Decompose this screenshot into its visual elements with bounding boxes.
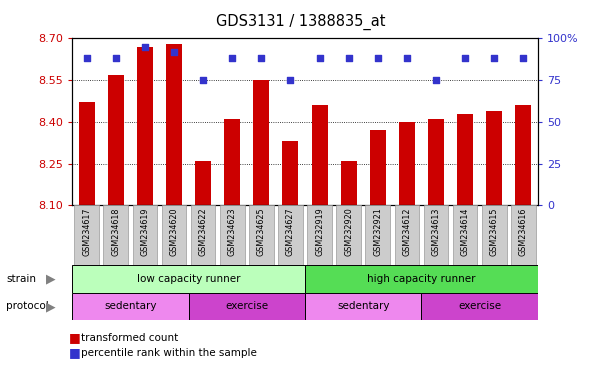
Text: GSM234614: GSM234614 — [460, 207, 469, 256]
Text: GSM234625: GSM234625 — [257, 207, 266, 256]
Point — [519, 55, 528, 61]
Point — [257, 55, 266, 61]
Text: exercise: exercise — [225, 301, 269, 311]
Text: percentile rank within the sample: percentile rank within the sample — [81, 348, 257, 358]
Point — [373, 55, 383, 61]
Bar — [305, 265, 538, 293]
Point — [315, 55, 325, 61]
Text: ▶: ▶ — [46, 272, 56, 285]
Text: GSM232920: GSM232920 — [344, 207, 353, 256]
Point — [344, 55, 353, 61]
Point — [82, 55, 91, 61]
Bar — [341, 161, 356, 205]
Bar — [72, 293, 189, 320]
Bar — [224, 119, 240, 205]
Text: GSM234623: GSM234623 — [228, 207, 237, 256]
Bar — [511, 205, 535, 265]
Text: transformed count: transformed count — [81, 333, 178, 343]
Bar — [189, 293, 305, 320]
Point — [111, 55, 121, 61]
Text: strain: strain — [6, 274, 36, 284]
Bar — [428, 119, 444, 205]
Bar — [307, 205, 332, 265]
Point — [169, 49, 179, 55]
Bar — [482, 205, 507, 265]
Point — [140, 44, 150, 50]
Text: GSM234618: GSM234618 — [111, 207, 120, 256]
Text: ▶: ▶ — [46, 300, 56, 313]
Bar — [195, 161, 211, 205]
Bar — [137, 47, 153, 205]
Bar — [220, 205, 245, 265]
Bar — [365, 205, 390, 265]
Bar — [278, 205, 303, 265]
Bar — [133, 205, 157, 265]
Bar — [394, 205, 419, 265]
Text: ■: ■ — [69, 331, 81, 344]
Bar — [75, 205, 99, 265]
Bar — [370, 130, 386, 205]
Bar — [108, 74, 124, 205]
Bar — [457, 114, 473, 205]
Point — [460, 55, 470, 61]
Text: GSM234617: GSM234617 — [82, 207, 91, 256]
Text: GSM234615: GSM234615 — [490, 207, 499, 256]
Text: GSM232919: GSM232919 — [315, 207, 324, 256]
Text: GSM234627: GSM234627 — [286, 207, 295, 256]
Point — [285, 77, 295, 83]
Bar — [337, 205, 361, 265]
Bar — [421, 293, 538, 320]
Bar — [166, 44, 182, 205]
Bar — [305, 293, 421, 320]
Bar — [515, 105, 531, 205]
Text: sedentary: sedentary — [104, 301, 157, 311]
Text: GSM232921: GSM232921 — [373, 207, 382, 256]
Bar — [191, 205, 216, 265]
Text: GSM234616: GSM234616 — [519, 207, 528, 256]
Bar — [424, 205, 448, 265]
Text: low capacity runner: low capacity runner — [137, 274, 240, 284]
Point — [402, 55, 412, 61]
Bar — [254, 80, 269, 205]
Text: ■: ■ — [69, 346, 81, 359]
Text: high capacity runner: high capacity runner — [367, 274, 476, 284]
Bar — [311, 105, 328, 205]
Bar — [103, 205, 128, 265]
Bar — [453, 205, 477, 265]
Text: protocol: protocol — [6, 301, 49, 311]
Text: GSM234620: GSM234620 — [169, 207, 178, 256]
Bar — [162, 205, 186, 265]
Text: GSM234612: GSM234612 — [403, 207, 412, 256]
Text: GSM234622: GSM234622 — [198, 207, 207, 256]
Bar — [249, 205, 273, 265]
Text: sedentary: sedentary — [337, 301, 389, 311]
Point — [489, 55, 499, 61]
Text: exercise: exercise — [458, 301, 501, 311]
Bar — [282, 141, 299, 205]
Point — [198, 77, 208, 83]
Bar — [486, 111, 502, 205]
Text: GSM234619: GSM234619 — [141, 207, 150, 256]
Text: GDS3131 / 1388835_at: GDS3131 / 1388835_at — [216, 13, 385, 30]
Point — [227, 55, 237, 61]
Point — [431, 77, 441, 83]
Bar — [72, 265, 305, 293]
Bar — [399, 122, 415, 205]
Text: GSM234613: GSM234613 — [432, 207, 441, 256]
Bar — [79, 103, 95, 205]
